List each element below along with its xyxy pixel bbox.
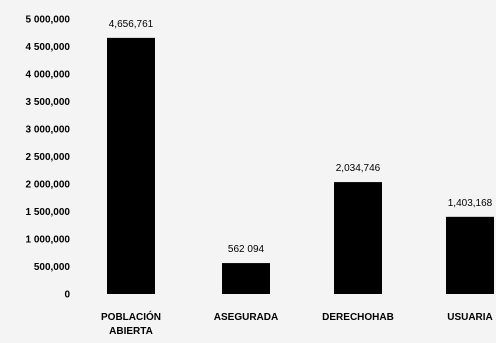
data-label: 2,034,746 — [336, 163, 381, 174]
data-labels: 4,656,761 562 094 2,034,746 1,403,168 — [109, 19, 493, 255]
data-label: 4,656,761 — [109, 19, 154, 30]
x-tick-label-line: DERECHOHAB — [322, 312, 394, 323]
x-tick-label-line: POBLACIÓN — [101, 310, 161, 323]
y-tick-label: 0 — [64, 290, 70, 301]
x-tick-label: ASEGURADA — [214, 312, 278, 323]
y-tick-label: 1 500,000 — [26, 207, 71, 218]
y-tick-label: 2 000,000 — [26, 180, 71, 191]
data-label: 562 094 — [228, 244, 265, 255]
y-tick-label: 3 000,000 — [26, 125, 71, 136]
bars — [107, 37, 494, 294]
bar — [446, 216, 494, 294]
data-label: 1,403,168 — [448, 198, 493, 209]
y-tick-label: 1 000,000 — [26, 235, 71, 246]
y-axis: 0 500,000 1 000,000 1 500,000 2 000,000 2 500… — [26, 15, 71, 301]
x-tick-label: USUARIA — [447, 312, 493, 323]
bar — [334, 182, 382, 294]
x-tick-label-line: ABIERTA — [109, 326, 153, 337]
x-tick-label-line: ASEGURADA — [214, 312, 278, 323]
y-tick-label: 5 000,000 — [26, 15, 71, 26]
y-tick-label: 3 500,000 — [26, 97, 71, 108]
y-tick-label: 500,000 — [34, 262, 71, 273]
x-tick-label: DERECHOHAB — [322, 312, 394, 323]
x-tick-label-line: USUARIA — [447, 312, 493, 323]
y-tick-label: 2 500,000 — [26, 152, 71, 163]
x-tick-label: POBLACIÓN ABIERTA — [101, 310, 161, 337]
bar — [222, 263, 270, 294]
bar — [107, 37, 155, 294]
x-axis: POBLACIÓN ABIERTA ASEGURADA DERECHOHAB USUAR… — [101, 310, 493, 337]
y-tick-label: 4 500,000 — [26, 42, 71, 53]
y-tick-label: 4 000,000 — [26, 70, 71, 81]
